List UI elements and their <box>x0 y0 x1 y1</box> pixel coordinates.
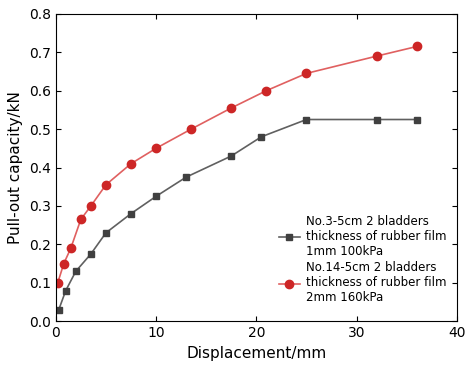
No.14-5cm 2 bladders
thickness of rubber film
2mm 160kPa <box>128 162 134 166</box>
No.3-5cm 2 bladders
thickness of rubber film
1mm 100kPa <box>258 135 264 139</box>
No.3-5cm 2 bladders
thickness of rubber film
1mm 100kPa <box>304 117 310 122</box>
No.3-5cm 2 bladders
thickness of rubber film
1mm 100kPa <box>153 194 159 199</box>
No.14-5cm 2 bladders
thickness of rubber film
2mm 160kPa <box>103 183 109 187</box>
No.3-5cm 2 bladders
thickness of rubber film
1mm 100kPa <box>183 175 189 179</box>
No.3-5cm 2 bladders
thickness of rubber film
1mm 100kPa <box>103 231 109 235</box>
No.14-5cm 2 bladders
thickness of rubber film
2mm 160kPa <box>264 89 269 93</box>
No.14-5cm 2 bladders
thickness of rubber film
2mm 160kPa <box>414 44 419 49</box>
No.3-5cm 2 bladders
thickness of rubber film
1mm 100kPa <box>63 288 69 293</box>
No.3-5cm 2 bladders
thickness of rubber film
1mm 100kPa <box>128 211 134 216</box>
No.3-5cm 2 bladders
thickness of rubber film
1mm 100kPa <box>73 269 79 273</box>
No.14-5cm 2 bladders
thickness of rubber film
2mm 160kPa <box>88 204 94 208</box>
No.14-5cm 2 bladders
thickness of rubber film
2mm 160kPa <box>188 127 194 131</box>
No.14-5cm 2 bladders
thickness of rubber film
2mm 160kPa <box>304 71 310 76</box>
No.14-5cm 2 bladders
thickness of rubber film
2mm 160kPa <box>68 246 73 251</box>
No.14-5cm 2 bladders
thickness of rubber film
2mm 160kPa <box>78 217 84 222</box>
No.14-5cm 2 bladders
thickness of rubber film
2mm 160kPa <box>228 106 234 110</box>
Line: No.14-5cm 2 bladders
thickness of rubber film
2mm 160kPa: No.14-5cm 2 bladders thickness of rubber… <box>54 42 421 287</box>
Legend: No.3-5cm 2 bladders
thickness of rubber film
1mm 100kPa, No.14-5cm 2 bladders
th: No.3-5cm 2 bladders thickness of rubber … <box>274 210 451 309</box>
No.3-5cm 2 bladders
thickness of rubber film
1mm 100kPa <box>88 252 94 256</box>
Y-axis label: Pull-out capacity/kN: Pull-out capacity/kN <box>9 91 23 244</box>
X-axis label: Displacement/mm: Displacement/mm <box>186 346 327 361</box>
No.14-5cm 2 bladders
thickness of rubber film
2mm 160kPa <box>374 54 380 58</box>
No.3-5cm 2 bladders
thickness of rubber film
1mm 100kPa <box>414 117 419 122</box>
Line: No.3-5cm 2 bladders
thickness of rubber film
1mm 100kPa: No.3-5cm 2 bladders thickness of rubber … <box>55 116 420 313</box>
No.3-5cm 2 bladders
thickness of rubber film
1mm 100kPa <box>56 307 62 312</box>
No.3-5cm 2 bladders
thickness of rubber film
1mm 100kPa <box>374 117 380 122</box>
No.3-5cm 2 bladders
thickness of rubber film
1mm 100kPa <box>228 154 234 158</box>
No.14-5cm 2 bladders
thickness of rubber film
2mm 160kPa <box>55 280 61 285</box>
No.14-5cm 2 bladders
thickness of rubber film
2mm 160kPa <box>61 261 67 266</box>
No.14-5cm 2 bladders
thickness of rubber film
2mm 160kPa <box>153 146 159 151</box>
